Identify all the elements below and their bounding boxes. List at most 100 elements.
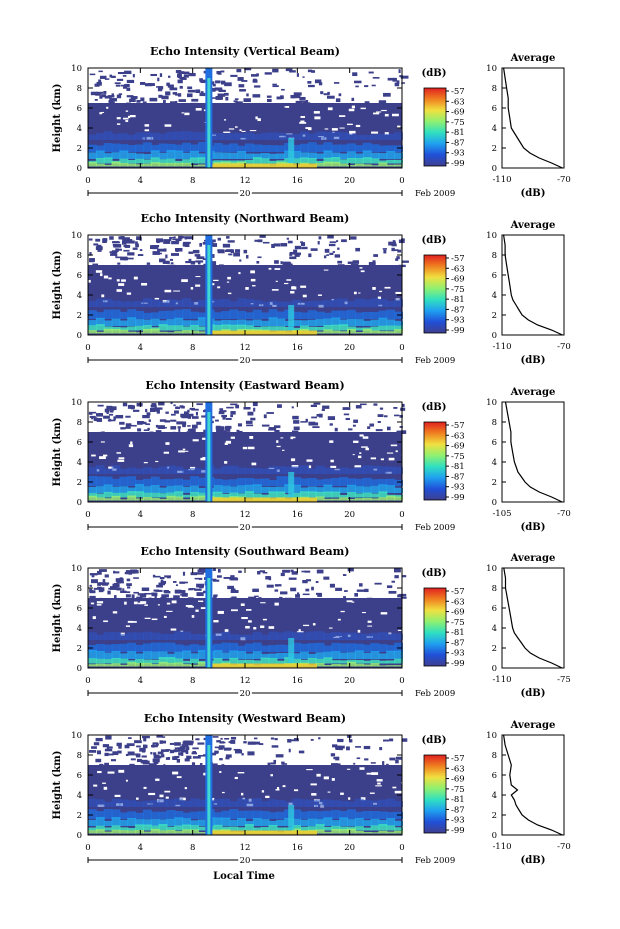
echo-band xyxy=(103,326,113,331)
echo-band xyxy=(103,157,113,164)
sparse-echo xyxy=(163,589,169,593)
echo-band xyxy=(276,132,286,140)
sparse-echo xyxy=(216,71,222,75)
sparse-echo xyxy=(201,415,208,418)
sparse-echo xyxy=(323,255,327,259)
echo-band xyxy=(245,312,254,319)
sparse-echo xyxy=(182,741,190,745)
sparse-echo xyxy=(336,745,341,748)
echo-band xyxy=(88,325,97,331)
echo-gap xyxy=(299,122,307,124)
sparse-echo xyxy=(300,421,307,423)
sparse-echo xyxy=(257,256,262,259)
sparse-echo xyxy=(245,255,249,259)
echo-gap xyxy=(313,111,320,114)
sparse-echo xyxy=(335,748,341,751)
echo-band xyxy=(331,144,341,152)
sparse-echo xyxy=(227,585,235,590)
sparse-echo xyxy=(286,237,289,240)
sparse-echo xyxy=(310,248,318,251)
echo-band xyxy=(237,319,246,326)
echo-gap xyxy=(133,276,138,280)
sparse-echo xyxy=(97,404,104,407)
echo-band xyxy=(182,499,192,501)
echo-gap xyxy=(151,618,158,621)
echo-band xyxy=(95,634,105,640)
echo-band xyxy=(315,153,325,159)
echo-band xyxy=(245,820,254,826)
sparse-echo xyxy=(363,745,371,750)
echo-gap xyxy=(230,436,235,439)
sparse-echo xyxy=(332,251,335,253)
echo-gap xyxy=(327,791,331,793)
sparse-echo xyxy=(235,101,243,104)
echo-gap xyxy=(107,771,115,774)
echo-band xyxy=(299,325,309,331)
sparse-echo xyxy=(150,405,157,408)
sparse-echo xyxy=(181,752,184,756)
echo-band xyxy=(276,486,286,493)
sparse-echo xyxy=(195,89,201,94)
echo-band xyxy=(276,491,286,498)
echo-band xyxy=(245,143,254,152)
sparse-echo xyxy=(393,249,399,251)
echo-band xyxy=(190,476,199,486)
sparse-echo xyxy=(107,419,116,422)
x-tick-label: 20 xyxy=(344,676,355,686)
echo-gap xyxy=(170,628,177,631)
colorbar-tick-label: -87 xyxy=(451,472,465,482)
echo-band xyxy=(197,831,207,834)
echo-band xyxy=(221,652,231,659)
echo-band xyxy=(370,152,380,159)
echo-band xyxy=(111,318,121,326)
echo-band xyxy=(276,153,286,159)
echo-band xyxy=(142,312,152,319)
sparse-echo xyxy=(161,740,167,744)
sparse-echo xyxy=(115,414,124,419)
echo-band xyxy=(252,326,262,331)
echo-band xyxy=(370,319,380,326)
echo-gap xyxy=(178,450,185,453)
sparse-echo xyxy=(254,595,259,598)
sparse-echo xyxy=(329,252,334,256)
sparse-echo xyxy=(132,247,138,250)
sparse-echo xyxy=(166,82,170,86)
echo-band xyxy=(150,492,160,498)
echo-band xyxy=(394,325,403,331)
y-tick-label: 10 xyxy=(71,731,82,741)
sparse-echo xyxy=(220,80,226,85)
echo-band xyxy=(119,468,129,474)
echo-band xyxy=(268,812,278,819)
sparse-echo xyxy=(162,260,170,264)
avg-y-tick-label: 2 xyxy=(492,478,497,488)
echo-band xyxy=(88,650,97,659)
echo-band xyxy=(95,163,105,167)
echo-band xyxy=(260,810,270,819)
echo-band xyxy=(88,162,97,167)
sparse-echo xyxy=(191,424,198,429)
echo-band xyxy=(213,320,223,326)
sparse-echo xyxy=(117,750,122,754)
echo-gap xyxy=(274,268,281,270)
sparse-echo xyxy=(347,261,355,264)
echo-band xyxy=(307,653,317,659)
echo-band xyxy=(386,812,396,819)
avg-y-tick-label: 0 xyxy=(492,664,497,674)
sparse-echo xyxy=(95,238,101,242)
sparse-echo xyxy=(227,240,235,243)
echo-gap xyxy=(176,776,182,779)
echo-band xyxy=(323,161,333,167)
sparse-echo xyxy=(373,254,379,257)
echo-band xyxy=(119,827,129,831)
sparse-echo xyxy=(301,100,308,103)
echo-band xyxy=(370,326,380,331)
sparse-echo xyxy=(116,742,122,747)
echo-band xyxy=(103,328,113,334)
echo-band xyxy=(142,159,152,164)
echo-band xyxy=(292,466,301,474)
echo-band xyxy=(260,657,270,664)
sparse-echo xyxy=(121,264,129,268)
sparse-echo xyxy=(401,738,408,742)
echo-gap xyxy=(191,615,195,618)
echo-band xyxy=(150,157,160,164)
